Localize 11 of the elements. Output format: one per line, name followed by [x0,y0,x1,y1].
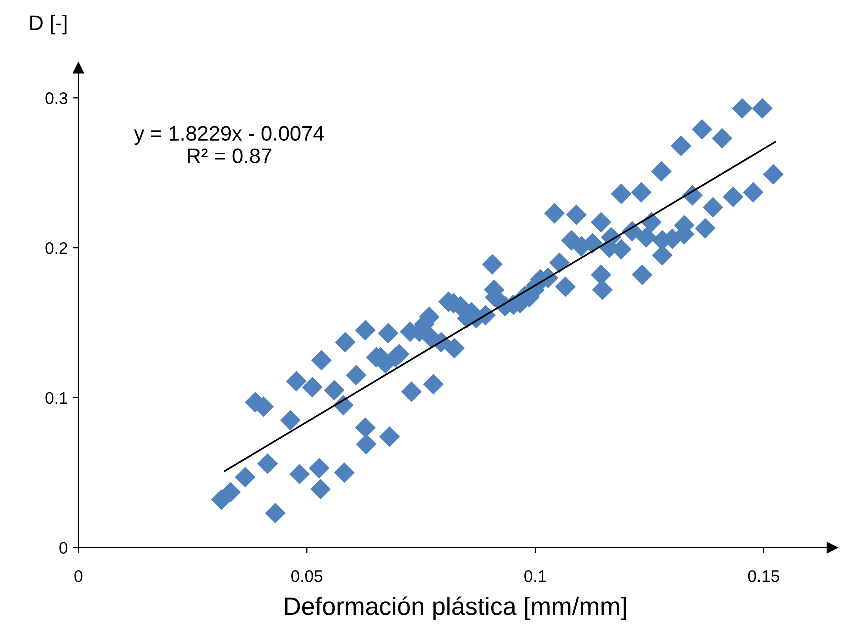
y-tick-label: 0.1 [46,392,68,404]
y-tick-label: 0.2 [46,242,68,254]
y-tick-label: 0.3 [46,92,68,104]
y-axis-title: D [-] [30,15,67,35]
annotation: y = 1.8229x - 0.0074 R² = 0.87 [134,126,324,164]
y-tick-label: 0 [60,542,68,554]
x-axis-title: Deformación plástica [mm/mm] [285,596,626,620]
x-tick-label: 0.1 [524,570,546,582]
x-tick-label: 0 [74,570,83,582]
x-tick-label: 0.05 [292,570,323,582]
x-tick-label: 0.15 [748,570,780,582]
